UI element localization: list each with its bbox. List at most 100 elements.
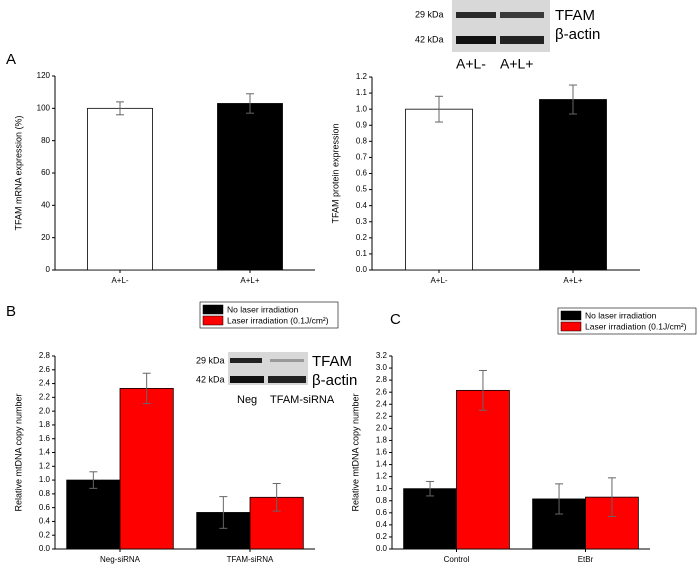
y-tick-label: 0.5 bbox=[356, 185, 368, 194]
bar bbox=[403, 488, 457, 550]
bar bbox=[456, 389, 510, 550]
y-tick-label: 2.0 bbox=[39, 406, 51, 415]
y-axis-label: Relative mtDNA copy number bbox=[350, 393, 360, 511]
panel-letter: B bbox=[6, 303, 16, 320]
y-axis-label: TFAM protein expression bbox=[330, 123, 340, 223]
y-tick-label: 1.2 bbox=[356, 72, 368, 81]
y-tick-label: 0.0 bbox=[376, 544, 388, 553]
y-axis-label: Relative mtDNA copy number bbox=[13, 393, 23, 511]
bar bbox=[217, 103, 283, 271]
y-tick-label: 2.2 bbox=[376, 411, 388, 420]
x-tick-label: EtBr bbox=[578, 555, 594, 564]
y-tick-label: 0.0 bbox=[356, 265, 368, 274]
error-bar bbox=[219, 496, 228, 529]
y-tick-label: 0.2 bbox=[376, 532, 388, 541]
y-tick-label: 0.4 bbox=[39, 517, 51, 526]
bar bbox=[539, 99, 607, 271]
y-tick-label: 1.6 bbox=[376, 448, 388, 457]
y-tick-label: 0.3 bbox=[356, 217, 368, 226]
legend-swatch bbox=[202, 315, 224, 326]
blot-band bbox=[230, 358, 262, 363]
y-tick-label: 0.8 bbox=[39, 489, 51, 498]
blot-protein: TFAM bbox=[555, 7, 595, 24]
y-axis-label: TFAM mRNA expression (%) bbox=[13, 115, 23, 230]
legend-swatch bbox=[560, 310, 582, 321]
x-tick-label: Neg-siRNA bbox=[100, 555, 141, 564]
panel-letter: C bbox=[390, 311, 401, 328]
x-tick-label: A+L+ bbox=[563, 276, 582, 285]
y-tick-label: 2.4 bbox=[39, 379, 51, 388]
x-tick-label: TFAM-siRNA bbox=[227, 555, 274, 564]
blot-size: 29 kDa bbox=[196, 355, 225, 365]
blot-band bbox=[500, 36, 544, 44]
y-tick-label: 120 bbox=[37, 71, 51, 80]
y-tick-label: 0.8 bbox=[376, 496, 388, 505]
y-tick-label: 2.2 bbox=[39, 392, 51, 401]
legend-swatch bbox=[202, 304, 224, 315]
legend-label: No laser irradiation bbox=[227, 304, 299, 314]
blot-image bbox=[452, 0, 550, 52]
blot-protein: β-actin bbox=[555, 26, 600, 43]
blot-a: 29 kDa 42 kDa TFAM β-actin A+L- A+L+ bbox=[415, 0, 600, 72]
error-bar bbox=[435, 95, 443, 123]
blot-lane: A+L- bbox=[456, 56, 486, 72]
bar bbox=[119, 387, 174, 550]
error-bar bbox=[569, 84, 577, 115]
error-bar bbox=[246, 93, 254, 114]
y-tick-label: 0.6 bbox=[39, 503, 51, 512]
y-tick-label: 0 bbox=[46, 265, 51, 274]
blot-b: 29 kDa 42 kDa TFAM β-actin Neg TFAM-siRN… bbox=[196, 352, 357, 406]
y-tick-label: 2.8 bbox=[376, 375, 388, 384]
y-tick-label: 2.6 bbox=[39, 365, 51, 374]
legend-label: Laser irradiation (0.1J/cm²) bbox=[227, 315, 329, 325]
legend-label: No laser irradiation bbox=[585, 310, 657, 320]
y-tick-label: 0.0 bbox=[39, 544, 51, 553]
bar bbox=[66, 479, 121, 550]
y-tick-label: 1.0 bbox=[356, 104, 368, 113]
blot-lane: A+L+ bbox=[500, 56, 533, 72]
bar bbox=[87, 107, 153, 271]
y-tick-label: 0.2 bbox=[39, 530, 51, 539]
blot-protein: β-actin bbox=[312, 372, 357, 389]
y-tick-label: 0.6 bbox=[356, 169, 368, 178]
blot-band bbox=[500, 12, 544, 18]
y-tick-label: 1.2 bbox=[39, 461, 51, 470]
blot-band bbox=[270, 359, 304, 362]
y-tick-label: 0.4 bbox=[356, 201, 368, 210]
y-tick-label: 1.1 bbox=[356, 88, 368, 97]
blot-band bbox=[456, 12, 496, 18]
blot-size: 42 kDa bbox=[415, 34, 444, 44]
y-tick-label: 0.7 bbox=[356, 153, 368, 162]
error-bar bbox=[478, 369, 487, 411]
error-bar bbox=[426, 480, 435, 497]
y-tick-label: 0.4 bbox=[376, 520, 388, 529]
y-tick-label: 1.8 bbox=[376, 436, 388, 445]
blot-size: 29 kDa bbox=[415, 9, 444, 19]
blot-band bbox=[456, 36, 496, 44]
y-tick-label: 80 bbox=[41, 136, 50, 145]
y-tick-label: 0.2 bbox=[356, 233, 368, 242]
legend-label: Laser irradiation (0.1J/cm²) bbox=[585, 321, 687, 331]
x-tick-label: A+L- bbox=[430, 276, 447, 285]
y-tick-label: 1.4 bbox=[376, 460, 388, 469]
y-tick-label: 1.8 bbox=[39, 420, 51, 429]
y-tick-label: 0.6 bbox=[376, 508, 388, 517]
y-tick-label: 1.4 bbox=[39, 448, 51, 457]
legend-swatch bbox=[560, 321, 582, 332]
y-tick-label: 40 bbox=[41, 200, 50, 209]
y-tick-label: 1.6 bbox=[39, 434, 51, 443]
x-tick-label: Control bbox=[444, 555, 470, 564]
y-tick-label: 1.0 bbox=[39, 475, 51, 484]
y-tick-label: 60 bbox=[41, 168, 50, 177]
y-tick-label: 2.6 bbox=[376, 387, 388, 396]
bar bbox=[405, 108, 473, 271]
y-tick-label: 0.9 bbox=[356, 120, 368, 129]
y-tick-label: 2.0 bbox=[376, 423, 388, 432]
panel-letter: A bbox=[6, 51, 16, 68]
y-tick-label: 20 bbox=[41, 233, 50, 242]
y-tick-label: 3.0 bbox=[376, 363, 388, 372]
y-tick-label: 2.8 bbox=[39, 351, 51, 360]
y-tick-label: 1.0 bbox=[376, 484, 388, 493]
